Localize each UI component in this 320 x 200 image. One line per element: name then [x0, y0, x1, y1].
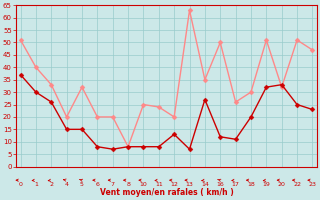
X-axis label: Vent moyen/en rafales ( km/h ): Vent moyen/en rafales ( km/h ): [100, 188, 233, 197]
